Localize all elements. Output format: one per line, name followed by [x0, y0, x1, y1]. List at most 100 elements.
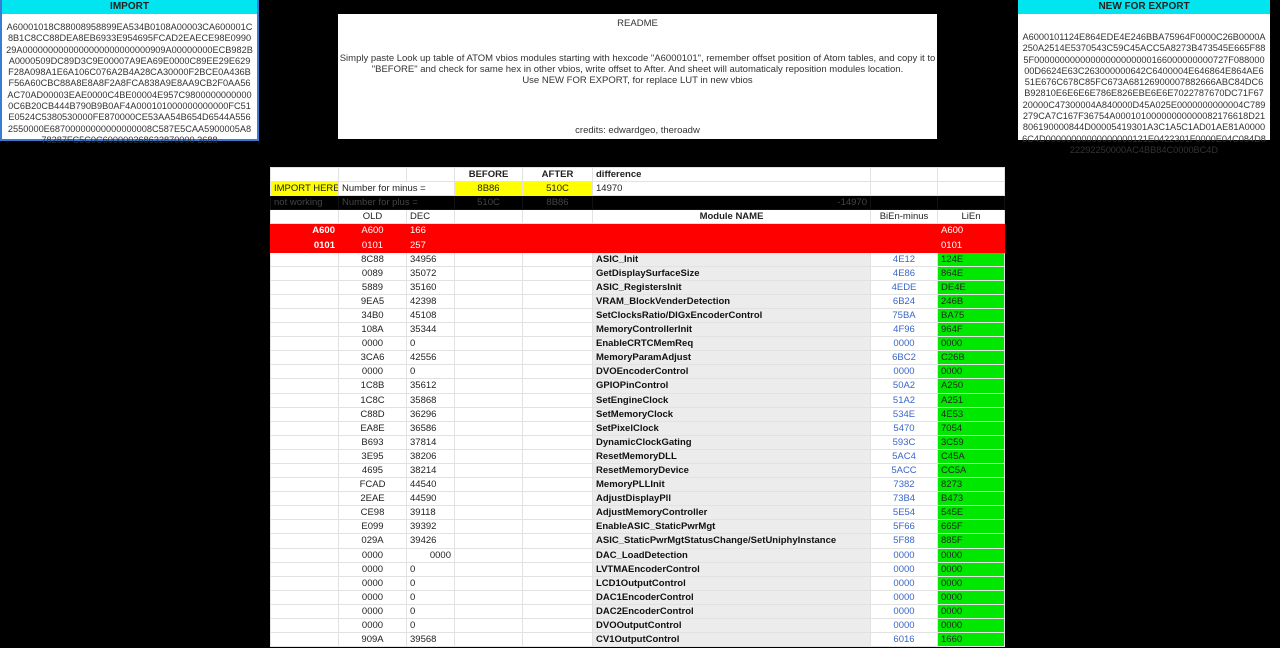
lien-cell[interactable]: 246B	[937, 293, 1005, 309]
export-hex-cell[interactable]: A6000101124E864EDE4E246BBA75964F0000C26B…	[1022, 32, 1266, 155]
bien-minus-cell[interactable]: 73B4	[870, 491, 938, 507]
bien-minus-cell[interactable]: 534E	[870, 406, 938, 422]
lien-cell[interactable]: 0000	[937, 617, 1005, 634]
bien-minus-cell[interactable]: 6BC2	[870, 350, 938, 366]
module-name-cell[interactable]: ResetMemoryDevice	[592, 462, 871, 479]
import-hex-cell[interactable]: A60001018C88008958899EA534B0108A00003CA6…	[6, 22, 253, 145]
empty-cell[interactable]	[522, 322, 593, 338]
old-cell[interactable]: 0000	[338, 589, 407, 605]
dec-cell[interactable]: 38206	[406, 448, 455, 464]
lien-cell[interactable]: A250	[937, 378, 1005, 394]
lien-cell[interactable]: 0000	[937, 575, 1005, 591]
module-name-cell[interactable]: AdjustMemoryController	[592, 505, 871, 521]
module-name-cell[interactable]: DAC2EncoderControl	[592, 603, 871, 620]
empty-cell[interactable]	[454, 392, 523, 408]
lien-cell[interactable]: 124E	[937, 251, 1005, 267]
empty-cell[interactable]	[454, 505, 523, 521]
bien-minus-cell[interactable]: 5E54	[870, 505, 938, 521]
bien-minus-cell[interactable]: 4E12	[870, 251, 938, 267]
lien-cell[interactable]: 1660	[937, 632, 1005, 648]
empty-cell[interactable]	[270, 519, 339, 535]
empty-cell[interactable]	[270, 448, 339, 464]
dec-cell[interactable]: 39392	[406, 519, 455, 535]
lien-cell[interactable]: 864E	[937, 265, 1005, 281]
empty-cell[interactable]	[270, 505, 339, 521]
empty-cell[interactable]	[270, 350, 339, 366]
empty-cell[interactable]	[454, 350, 523, 366]
lien-cell[interactable]: 8273	[937, 477, 1005, 493]
lien-cell[interactable]: 0000	[937, 603, 1005, 620]
bien-minus-cell[interactable]: 0000	[870, 575, 938, 591]
module-name-cell[interactable]: MemoryParamAdjust	[592, 350, 871, 366]
lien-cell[interactable]: 7054	[937, 420, 1005, 436]
module-name-cell[interactable]: GPIOPinControl	[592, 378, 871, 394]
dec-cell[interactable]: 44540	[406, 477, 455, 493]
bien-minus-cell[interactable]: 0000	[870, 561, 938, 577]
dec-cell[interactable]: 45108	[406, 307, 455, 324]
bien-minus-cell[interactable]: 5470	[870, 420, 938, 436]
empty-cell[interactable]	[454, 533, 523, 549]
empty-cell[interactable]	[522, 477, 593, 493]
empty-cell[interactable]	[522, 420, 593, 436]
bien-minus-cell[interactable]: 4EDE	[870, 279, 938, 295]
empty-cell[interactable]	[522, 434, 593, 450]
empty-cell[interactable]	[522, 603, 593, 620]
empty-cell[interactable]	[454, 434, 523, 450]
module-name-cell[interactable]: AdjustDisplayPll	[592, 491, 871, 507]
empty-cell[interactable]	[522, 392, 593, 408]
module-name-cell[interactable]: ASIC_StaticPwrMgtStatusChange/SetUniphyI…	[592, 533, 871, 549]
empty-cell[interactable]	[270, 279, 339, 295]
empty-cell[interactable]	[522, 406, 593, 422]
empty-cell[interactable]	[522, 251, 593, 267]
lien-cell[interactable]: C45A	[937, 448, 1005, 464]
bien-minus-cell[interactable]: 0000	[870, 589, 938, 605]
empty-cell[interactable]	[270, 561, 339, 577]
empty-cell[interactable]	[522, 279, 593, 295]
module-name-cell[interactable]: DVOOutputControl	[592, 617, 871, 634]
empty-cell[interactable]	[522, 223, 593, 239]
old-cell[interactable]: 3E95	[338, 448, 407, 464]
bien-minus-cell[interactable]: 6B24	[870, 293, 938, 309]
dec-cell[interactable]: 0	[406, 336, 455, 352]
old-cell[interactable]: EA8E	[338, 420, 407, 436]
bien-minus-cell[interactable]: 51A2	[870, 392, 938, 408]
lien-cell[interactable]: 0000	[937, 364, 1005, 380]
lien-cell[interactable]: 0000	[937, 336, 1005, 352]
module-name-cell[interactable]: CV1OutputControl	[592, 632, 871, 648]
dec-cell[interactable]: 35160	[406, 279, 455, 295]
old-cell[interactable]: 3CA6	[338, 350, 407, 366]
empty-cell[interactable]	[522, 561, 593, 577]
empty-cell[interactable]	[454, 265, 523, 281]
module-name-cell[interactable]: LVTMAEncoderControl	[592, 561, 871, 577]
module-name-cell[interactable]: EnableCRTCMemReq	[592, 336, 871, 352]
old-cell[interactable]: 0000	[338, 364, 407, 380]
empty-cell[interactable]	[270, 364, 339, 380]
bien-minus-cell[interactable]: 50A2	[870, 378, 938, 394]
empty-cell[interactable]	[454, 603, 523, 620]
module-name-cell[interactable]: DAC_LoadDetection	[592, 547, 871, 563]
empty-cell[interactable]	[454, 420, 523, 436]
empty-cell[interactable]	[454, 547, 523, 563]
module-name-cell[interactable]: EnableASIC_StaticPwrMgt	[592, 519, 871, 535]
dec-cell[interactable]: 0	[406, 603, 455, 620]
dec-cell[interactable]: 36586	[406, 420, 455, 436]
old-cell[interactable]: 0000	[338, 617, 407, 634]
old-cell[interactable]: 5889	[338, 279, 407, 295]
dec-cell[interactable]: 38214	[406, 462, 455, 479]
bien-minus-cell[interactable]: 5ACC	[870, 462, 938, 479]
empty-cell[interactable]	[270, 462, 339, 479]
empty-cell[interactable]	[454, 448, 523, 464]
empty-cell[interactable]	[522, 293, 593, 309]
empty-cell[interactable]	[522, 462, 593, 479]
old-cell[interactable]: 1C8C	[338, 392, 407, 408]
empty-cell[interactable]	[522, 237, 593, 253]
old-cell[interactable]: FCAD	[338, 477, 407, 493]
module-name-cell[interactable]: ResetMemoryDLL	[592, 448, 871, 464]
empty-cell[interactable]	[270, 336, 339, 352]
empty-cell[interactable]	[270, 491, 339, 507]
bien-minus-cell[interactable]: 0000	[870, 603, 938, 620]
lien-cell[interactable]: 964F	[937, 322, 1005, 338]
empty-cell[interactable]	[270, 265, 339, 281]
dec-cell[interactable]: 0	[406, 575, 455, 591]
empty-cell[interactable]	[522, 378, 593, 394]
